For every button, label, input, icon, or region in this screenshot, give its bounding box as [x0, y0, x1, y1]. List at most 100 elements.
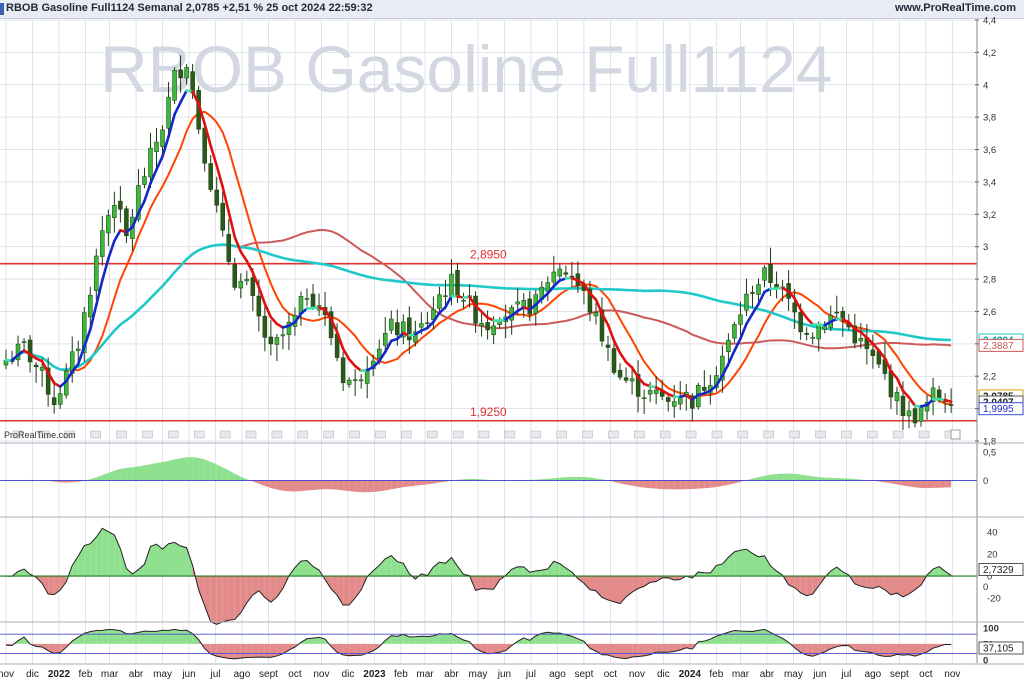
trend-segment	[209, 144, 218, 167]
event-marker-icon	[142, 430, 153, 439]
trend-segment	[468, 295, 477, 308]
stochastic-area	[830, 643, 837, 649]
macd-area	[252, 480, 259, 484]
time-tick-label: oct	[604, 669, 618, 680]
candle-body	[220, 202, 225, 231]
time-tick-label: ago	[549, 669, 566, 680]
macd-area	[782, 473, 789, 481]
stochastic-area	[90, 630, 97, 644]
macd-area	[710, 480, 717, 488]
candle-body	[611, 348, 617, 373]
macd-area	[180, 457, 187, 481]
trend-segment	[438, 305, 447, 315]
time-tick-label: 2023	[363, 669, 386, 680]
momentum-area	[186, 547, 193, 577]
momentum-area	[752, 553, 759, 577]
macd-area	[547, 478, 554, 481]
candle-body	[677, 397, 683, 405]
trend-segment	[137, 199, 146, 215]
stochastic-area	[475, 643, 482, 652]
candle-body	[106, 215, 111, 234]
momentum-area	[896, 576, 903, 597]
macd-area	[216, 464, 223, 481]
trend-segment	[745, 312, 754, 326]
momentum-area	[475, 576, 482, 591]
macd-area	[752, 477, 759, 481]
info-icon	[950, 429, 961, 440]
site-link[interactable]: www.ProRealTime.com	[894, 2, 1016, 14]
macd-area	[391, 480, 398, 490]
macd-area	[240, 476, 247, 481]
stochastic-area	[96, 630, 103, 644]
candle-body	[858, 337, 864, 342]
momentum-area	[174, 542, 181, 577]
stochastic-area	[162, 630, 169, 644]
candle-body	[437, 294, 442, 309]
macd-area	[120, 467, 127, 481]
trend-segment	[95, 278, 104, 307]
macd-area	[186, 457, 193, 481]
moving-average-line	[5, 243, 952, 371]
candle-body	[647, 390, 653, 395]
macd-area	[722, 480, 729, 487]
momentum-area	[632, 576, 639, 593]
stochastic-area	[866, 643, 873, 654]
trend-segment	[582, 282, 592, 295]
stochastic-area	[559, 633, 566, 644]
trend-segment	[251, 271, 261, 289]
trend-segment	[751, 302, 760, 316]
macd-area	[933, 480, 940, 488]
stochastic-area	[896, 643, 903, 656]
stochastic-area	[764, 629, 771, 644]
stochastic-area	[463, 639, 470, 644]
candle-body	[148, 147, 153, 178]
momentum-area	[355, 576, 362, 598]
momentum-area	[722, 557, 729, 577]
macd-area	[644, 480, 651, 489]
candle-body	[45, 367, 51, 395]
stochastic-area	[662, 643, 669, 653]
time-tick-label: nov	[629, 669, 645, 680]
macd-area	[210, 461, 217, 481]
trend-segment	[859, 330, 869, 340]
macd-area	[373, 480, 380, 492]
trend-segment	[233, 235, 243, 254]
ma40-value-tag-box	[978, 338, 1024, 352]
indicator1-tick-label: 0,5	[983, 447, 996, 458]
trend-segment	[739, 322, 748, 341]
event-marker-icon	[763, 430, 775, 439]
event-marker-icon	[90, 430, 101, 439]
momentum-area	[433, 562, 440, 577]
stochastic-area	[921, 643, 928, 655]
event-marker-icon	[168, 430, 179, 439]
macd-area	[264, 480, 271, 488]
stochastic-area	[451, 633, 458, 644]
event-marker-icon	[530, 430, 542, 439]
candle-body	[184, 67, 189, 79]
candle-body	[635, 373, 641, 397]
momentum-area	[626, 576, 633, 597]
macd-area	[174, 458, 181, 481]
trend-segment	[883, 356, 893, 373]
trend-segment	[335, 330, 345, 351]
momentum-area	[300, 560, 307, 577]
stochastic-area	[878, 643, 885, 657]
candle-body	[587, 289, 593, 313]
event-marker-icon	[323, 430, 334, 439]
macd-area	[367, 480, 374, 493]
candle-body	[449, 273, 454, 297]
candle-body	[912, 408, 918, 424]
stochastic-area	[150, 631, 157, 644]
trend-segment	[395, 331, 405, 341]
momentum-area	[644, 576, 651, 587]
candle-body	[226, 234, 231, 262]
trend-segment	[787, 290, 796, 300]
candle-body	[268, 336, 274, 345]
momentum-area	[860, 576, 867, 588]
event-marker-icon	[504, 430, 516, 439]
price-tick-label: 2,2	[983, 372, 996, 383]
stochastic-area	[204, 643, 211, 654]
candle-body	[557, 268, 563, 277]
trend-segment	[534, 297, 544, 306]
